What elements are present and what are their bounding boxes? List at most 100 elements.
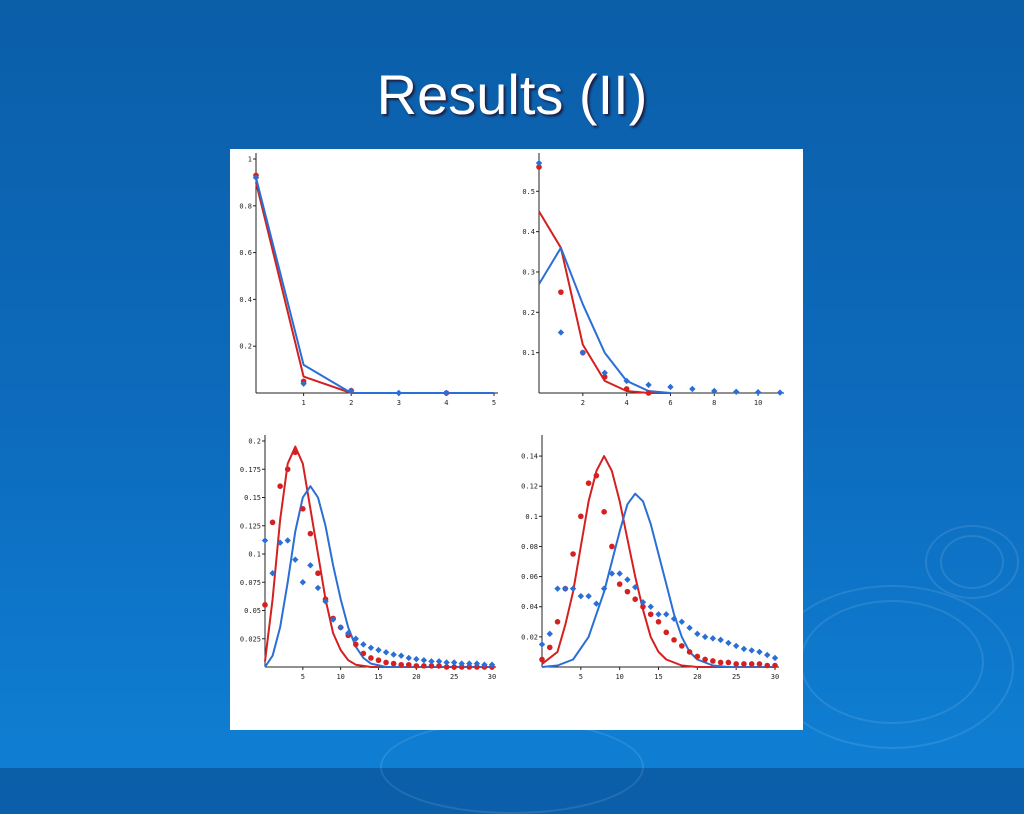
- blue-data-point: [337, 624, 344, 631]
- blue-data-point: [579, 349, 587, 356]
- y-tick-label: 0.15: [244, 494, 261, 502]
- blue-series-line: [264, 485, 492, 668]
- x-tick-label: 5: [492, 399, 496, 407]
- red-data-point: [686, 649, 693, 655]
- chart-panel-4: 5 10 15 20 25 30 0.02 0.04 0.06 0.08 0.1 0.12 0.14: [521, 435, 779, 681]
- blue-data-point: [314, 584, 322, 592]
- blue-data-point: [678, 618, 685, 625]
- red-data-point: [663, 629, 670, 636]
- red-data-point: [368, 655, 374, 661]
- red-data-point: [733, 661, 739, 667]
- x-tick-label: 15: [654, 673, 662, 681]
- blue-data-point: [585, 592, 592, 600]
- red-data-point: [474, 664, 480, 670]
- blue-data-point: [663, 611, 670, 618]
- ripple-decoration: [925, 525, 1019, 599]
- red-data-point: [300, 506, 306, 512]
- blue-data-point: [466, 660, 473, 667]
- red-data-point: [466, 664, 473, 670]
- blue-data-point: [601, 369, 608, 377]
- blue-data-point: [450, 659, 458, 666]
- blue-data-point: [694, 630, 701, 638]
- x-tick-label: 4: [625, 399, 629, 407]
- red-data-point: [725, 659, 732, 666]
- y-tick-label: 0.4: [239, 296, 252, 304]
- blue-data-point: [670, 615, 678, 622]
- x-tick-label: 25: [450, 673, 458, 681]
- red-data-point: [601, 509, 607, 515]
- red-data-point: [443, 664, 450, 670]
- blue-data-point: [488, 661, 496, 668]
- x-tick-label: 10: [615, 673, 623, 681]
- red-data-point: [375, 657, 382, 664]
- plots-svg: 1 2 3 4 5 0.2 0.4 0.6 0.8 1 2 4 6 8 10 0.1 0.2 0.3 0.4 0.5 5…: [239, 153, 784, 681]
- y-tick-label: 0.08: [521, 543, 538, 551]
- red-data-point: [764, 662, 771, 669]
- y-tick-label: 0.2: [239, 343, 252, 351]
- x-tick-label: 3: [397, 399, 401, 407]
- ripple-decoration: [380, 720, 644, 814]
- red-data-point: [647, 611, 654, 618]
- red-data-point: [645, 390, 652, 396]
- red-data-point: [640, 603, 646, 610]
- blue-data-point: [428, 658, 435, 665]
- blue-data-point: [284, 537, 291, 544]
- red-data-point: [609, 543, 615, 550]
- y-tick-label: 0.04: [521, 603, 538, 611]
- blue-data-point: [252, 174, 260, 181]
- blue-data-point: [307, 562, 314, 569]
- red-data-point: [624, 588, 631, 595]
- red-data-point: [269, 519, 276, 526]
- red-series-line: [541, 455, 775, 668]
- red-data-point: [679, 643, 685, 649]
- red-data-point: [277, 483, 283, 490]
- blue-data-point: [535, 159, 543, 167]
- blue-data-point: [360, 641, 367, 648]
- blue-data-point: [546, 630, 553, 638]
- blue-data-point: [413, 655, 420, 663]
- red-data-point: [390, 660, 397, 667]
- blue-data-point: [390, 651, 397, 658]
- x-tick-label: 30: [488, 673, 496, 681]
- y-tick-label: 0.6: [239, 249, 252, 257]
- red-data-point: [284, 466, 291, 473]
- x-tick-label: 5: [301, 673, 305, 681]
- red-data-point: [536, 164, 542, 170]
- blue-series-line: [541, 492, 775, 668]
- red-data-point: [383, 659, 389, 666]
- slide-title: Results (II): [376, 63, 648, 126]
- blue-data-point: [740, 645, 748, 653]
- y-tick-label: 0.125: [240, 522, 261, 530]
- blue-data-point: [577, 592, 585, 600]
- y-tick-label: 0.2: [522, 309, 535, 317]
- y-tick-label: 0.075: [240, 579, 261, 587]
- red-data-point: [741, 661, 747, 667]
- red-data-point: [413, 663, 420, 669]
- y-tick-label: 0.4: [522, 228, 535, 236]
- red-data-point: [428, 663, 435, 669]
- red-data-point: [405, 661, 412, 668]
- blue-data-point: [639, 599, 647, 606]
- red-data-point: [593, 472, 600, 479]
- x-tick-label: 25: [732, 673, 740, 681]
- y-tick-label: 0.06: [521, 573, 538, 581]
- x-tick-label: 20: [412, 673, 420, 681]
- blue-data-point: [569, 585, 577, 592]
- blue-data-point: [458, 660, 465, 667]
- y-tick-label: 0.02: [521, 633, 538, 641]
- blue-data-point: [771, 654, 779, 662]
- red-data-point: [458, 664, 465, 670]
- chart-panel-2: 2 4 6 8 10 0.1 0.2 0.3 0.4 0.5: [522, 153, 784, 407]
- blue-data-point: [623, 377, 630, 385]
- red-data-point: [717, 659, 724, 666]
- blue-data-point: [562, 585, 569, 592]
- blue-data-point: [292, 556, 299, 563]
- red-series-line: [538, 210, 671, 394]
- chart-panel-3: 5 10 15 20 25 30 0.025 0.05 0.075 0.1 0.125 0.15 0.1…: [240, 435, 496, 681]
- blue-series-line: [255, 177, 494, 394]
- x-tick-label: 2: [581, 399, 585, 407]
- blue-data-point: [689, 385, 696, 393]
- blue-data-point: [764, 651, 771, 659]
- red-data-point: [558, 289, 564, 295]
- x-tick-label: 6: [668, 399, 672, 407]
